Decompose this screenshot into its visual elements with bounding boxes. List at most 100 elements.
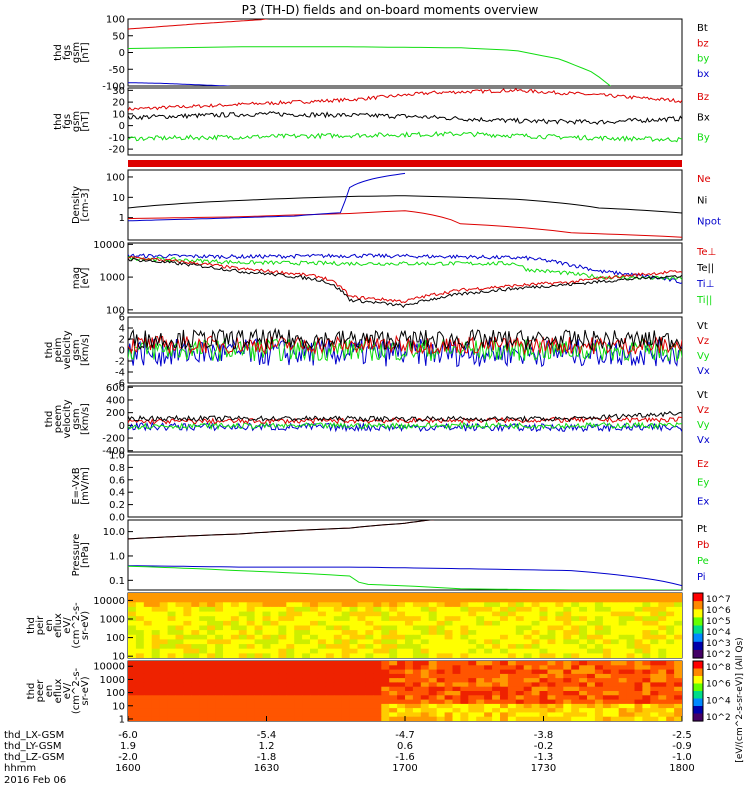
heatmap-cell <box>325 653 335 658</box>
heatmap-cell <box>452 648 461 654</box>
heatmap-cell <box>460 606 469 613</box>
heatmap-cell <box>571 644 580 650</box>
heatmap-cell <box>270 682 279 688</box>
heatmap-cell <box>310 602 319 608</box>
heatmap-cell <box>191 686 200 692</box>
heatmap-cell <box>428 616 438 622</box>
heatmap-cell <box>341 620 351 627</box>
heatmap-cell <box>515 703 525 709</box>
heatmap-cell <box>642 699 651 705</box>
heatmap-cell <box>492 665 501 671</box>
heatmap-cell <box>500 620 509 627</box>
panel-frame <box>127 242 683 314</box>
heatmap-cell <box>317 620 327 627</box>
heatmap-cell <box>405 653 414 658</box>
heatmap-cell <box>610 625 620 631</box>
heatmap-cell <box>523 691 533 696</box>
heatmap-cell <box>397 648 406 654</box>
heatmap-cell <box>381 665 390 671</box>
series-group <box>128 327 682 368</box>
heatmap-cell <box>397 593 406 599</box>
heatmap-cell <box>135 639 145 645</box>
heatmap-cell <box>476 678 485 683</box>
heatmap-cell <box>531 673 541 679</box>
panel-frame <box>127 18 683 87</box>
colorbar-segment <box>693 668 703 677</box>
heatmap-cell <box>310 661 319 666</box>
heatmap-cell <box>183 634 192 640</box>
heatmap-cell <box>618 712 628 718</box>
heatmap-cell <box>159 691 169 696</box>
heatmap-cell <box>539 712 548 718</box>
heatmap-cell <box>167 665 177 671</box>
heatmap-cell <box>507 639 517 645</box>
heatmap-cell <box>333 686 343 692</box>
heatmap-cell <box>215 665 224 671</box>
heatmap-cell <box>666 620 675 627</box>
heatmap-cell <box>571 682 580 688</box>
heatmap-cell <box>191 691 200 696</box>
heatmap-cell <box>223 669 232 675</box>
heatmap-cell <box>215 661 224 666</box>
heatmap-cell <box>183 686 192 692</box>
heatmap-cell <box>357 648 366 654</box>
heatmap-cell <box>515 678 525 683</box>
heatmap-cell <box>539 648 548 654</box>
heatmap-cell <box>547 716 556 721</box>
heatmap-cell <box>238 648 248 654</box>
heatmap-cell <box>325 703 335 709</box>
heatmap-cell <box>500 611 509 617</box>
y-axis-label: (cm^2-s- <box>71 602 82 649</box>
heatmap-cell <box>602 691 612 696</box>
heatmap-cell <box>523 708 533 713</box>
heatmap-cell <box>215 597 224 603</box>
heatmap-cell <box>555 630 564 636</box>
heatmap-cell <box>658 634 667 640</box>
heatmap-cell <box>405 639 414 645</box>
heatmap-cell <box>610 665 620 671</box>
heatmap-cell <box>207 644 216 650</box>
heatmap-cell <box>547 648 556 654</box>
heatmap-cell <box>317 695 327 701</box>
heatmap-cell <box>286 602 295 608</box>
heatmap-cell <box>223 593 232 599</box>
heatmap-cell <box>594 611 604 617</box>
heatmap-cell <box>468 661 477 666</box>
heatmap-cell <box>468 616 477 622</box>
y-axis-label: en <box>44 685 55 698</box>
heatmap-cell <box>278 653 287 658</box>
heatmap-cell <box>199 620 208 627</box>
heatmap-cell <box>642 597 651 603</box>
heatmap-cell <box>223 691 232 696</box>
heatmap-cell <box>420 665 430 671</box>
legend-by: by <box>697 54 709 65</box>
heatmap-cell <box>373 634 382 640</box>
heatmap-cell <box>254 602 264 608</box>
heatmap-cell <box>626 648 636 654</box>
heatmap-cell <box>444 716 454 721</box>
heatmap-cell <box>476 634 485 640</box>
heatmap-cell <box>420 616 430 622</box>
heatmap-cell <box>626 678 636 683</box>
heatmap-cell <box>223 699 232 705</box>
heatmap-cell <box>223 678 232 683</box>
heatmap-cell <box>634 611 643 617</box>
heatmap-cell <box>215 673 224 679</box>
y-axis-label: gsm <box>71 42 82 63</box>
series-group <box>128 520 682 590</box>
heatmap-cell <box>317 593 327 599</box>
heatmap-cell <box>183 620 192 627</box>
heatmap-cell <box>238 630 248 636</box>
heatmap-cell <box>523 686 533 692</box>
heatmap-cell <box>587 703 596 709</box>
heatmap-cell <box>405 620 414 627</box>
heatmap-cell <box>412 695 422 701</box>
heatmap-cell <box>341 661 351 666</box>
chart-title: P3 (TH-D) fields and on-board moments ov… <box>242 3 539 17</box>
heatmap-cell <box>151 653 161 658</box>
heatmap-cell <box>531 699 541 705</box>
heatmap-cell <box>365 682 374 688</box>
heatmap-cell <box>223 616 232 622</box>
heatmap-cell <box>357 691 366 696</box>
heatmap-cell <box>579 669 588 675</box>
